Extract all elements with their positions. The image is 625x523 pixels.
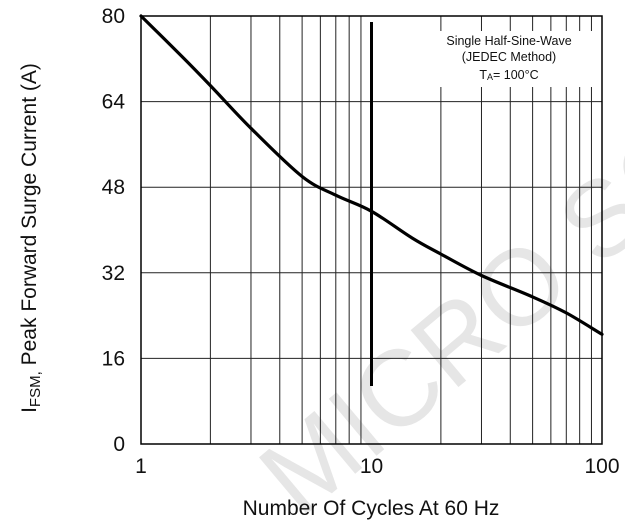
plot-border: [140, 15, 603, 445]
annotation-box: Single Half-Sine-Wave (JEDEC Method) TA=…: [424, 31, 594, 87]
annotation-line-3: TA= 100°C: [479, 68, 538, 82]
y-axis-label: IFSM, Peak Forward Surge Current (A): [18, 63, 44, 413]
x-tick-label: 100: [584, 455, 619, 478]
x-tick-label: 10: [360, 455, 383, 478]
y-tick-label: 64: [102, 91, 126, 114]
series-layer: [139, 14, 604, 336]
series-line: [139, 14, 604, 336]
y-tick-label: 16: [102, 347, 125, 370]
annotation-line-1: Single Half-Sine-Wave: [446, 34, 571, 48]
y-tick-label: 0: [113, 433, 125, 456]
plot-frame: [140, 15, 603, 445]
watermark-text: MICRO SC: [237, 98, 625, 523]
y-tick-label: 32: [102, 262, 125, 285]
y-tick-label: 80: [102, 5, 125, 28]
plot-grid: [141, 16, 602, 444]
tick-labels: 0 16 32 48 64 80 1 10 100: [102, 5, 620, 478]
annotation-line-2: (JEDEC Method): [462, 50, 556, 64]
x-axis-label: Number Of Cycles At 60 Hz: [243, 497, 500, 520]
x-tick-label: 1: [135, 455, 147, 478]
y-tick-label: 48: [102, 176, 125, 199]
annotation-background: [424, 31, 594, 87]
